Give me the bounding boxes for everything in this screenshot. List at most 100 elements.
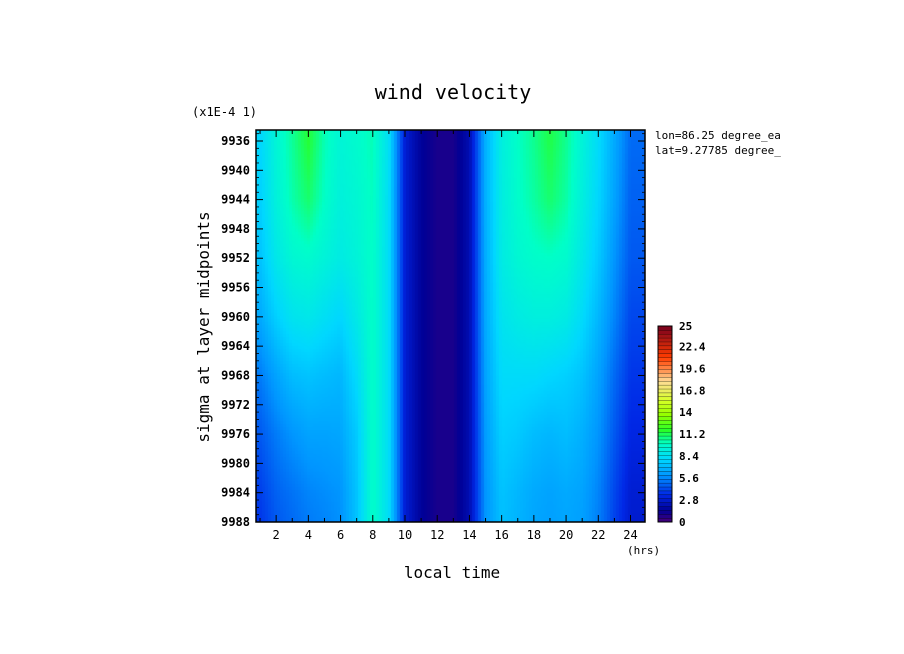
colorbar-band <box>657 498 673 503</box>
colorbar-band <box>657 388 673 394</box>
x-tick-label: 14 <box>462 528 476 542</box>
x-tick-label: 2 <box>273 528 280 542</box>
y-tick-label: 9988 <box>221 515 250 529</box>
y-tick-label: 9960 <box>221 310 250 324</box>
x-tick-label: 12 <box>430 528 444 542</box>
colorbar-band <box>657 470 673 476</box>
colorbar-band <box>657 490 673 496</box>
y-tick-label: 9956 <box>221 281 250 295</box>
x-tick-label: 10 <box>398 528 412 542</box>
colorbar-band <box>657 384 673 390</box>
plot-frame <box>255 129 646 523</box>
y-axis: 9936 9940 9944 9948 9952 9956 9960 9964 9968 9972… <box>221 133 645 529</box>
y-tick-label: 9980 <box>221 456 250 470</box>
colorbar-band <box>657 478 673 484</box>
heatmap-field <box>256 130 645 522</box>
colorbar-tick-label: 14 <box>679 406 693 419</box>
colorbar-band <box>657 337 673 343</box>
colorbar-band <box>657 427 673 433</box>
colorbar-band <box>657 463 673 468</box>
y-tick-label: 9984 <box>221 486 250 500</box>
x-tick-label: 24 <box>623 528 637 542</box>
colorbar: 0 2.8 5.6 8.4 11.2 14 16.8 19.6 22.4 25 <box>657 320 706 529</box>
colorbar-band <box>657 392 673 398</box>
chart-title: wind velocity <box>375 80 532 104</box>
y-tick-label: 9936 <box>221 134 250 148</box>
y-tick-label: 9940 <box>221 163 250 177</box>
colorbar-tick-label: 25 <box>679 320 692 333</box>
x-axis: 2 4 6 8 10 12 14 16 18 20 22 24 <box>259 130 638 542</box>
x-axis-unit: (hrs) <box>627 544 660 557</box>
y-tick-label: 9944 <box>221 193 250 207</box>
colorbar-band <box>657 506 673 511</box>
colorbar-band <box>657 345 673 350</box>
colorbar-band <box>657 325 673 331</box>
colorbar-tick-label: 0 <box>679 516 686 529</box>
scale-note: (x1E-4 1) <box>192 105 257 119</box>
y-tick-label: 9976 <box>221 427 250 441</box>
colorbar-band <box>657 447 673 452</box>
x-tick-label: 18 <box>527 528 541 542</box>
colorbar-band <box>657 412 673 417</box>
colorbar-band <box>657 353 673 358</box>
colorbar-band <box>657 365 673 370</box>
colorbar-band <box>657 372 673 378</box>
colorbar-tick-label: 11.2 <box>679 428 706 441</box>
colorbar-band <box>657 396 673 401</box>
colorbar-tick-label: 16.8 <box>679 384 706 397</box>
colorbar-band <box>657 435 673 441</box>
colorbar-band <box>657 510 673 515</box>
x-tick-label: 16 <box>494 528 508 542</box>
colorbar-band <box>657 474 673 480</box>
colorbar-band <box>657 349 673 354</box>
colorbar-band <box>657 329 673 335</box>
y-axis-label: sigma at layer midpoints <box>194 211 213 442</box>
colorbar-band <box>657 333 673 339</box>
colorbar-band <box>657 400 673 405</box>
colorbar-band <box>657 482 673 488</box>
annotation-lon: lon=86.25 degree_ea <box>655 129 781 142</box>
colorbar-tick-label: 2.8 <box>679 494 699 507</box>
y-tick-label: 9952 <box>221 251 250 265</box>
colorbar-band <box>657 455 673 460</box>
colorbar-band <box>657 408 673 413</box>
x-axis-label: local time <box>404 563 500 582</box>
colorbar-band <box>657 423 673 429</box>
x-tick-label: 4 <box>305 528 312 542</box>
x-tick-label: 20 <box>559 528 573 542</box>
colorbar-band <box>657 443 673 448</box>
x-tick-label: 8 <box>369 528 376 542</box>
x-tick-label: 6 <box>337 528 344 542</box>
colorbar-band <box>657 486 673 492</box>
colorbar-band <box>657 361 673 366</box>
y-tick-label: 9968 <box>221 368 250 382</box>
colorbar-tick-label: 22.4 <box>679 340 706 353</box>
colorbar-band <box>657 368 673 374</box>
colorbar-band <box>657 451 673 456</box>
colorbar-band <box>657 466 673 472</box>
y-tick-label: 9972 <box>221 398 250 412</box>
y-tick-label: 9964 <box>221 339 250 353</box>
colorbar-tick-label: 19.6 <box>679 362 706 375</box>
colorbar-band <box>657 502 673 507</box>
colorbar-band <box>657 341 673 347</box>
colorbar-band <box>657 419 673 425</box>
colorbar-band <box>657 439 673 445</box>
colorbar-band <box>657 404 673 409</box>
heatmap-raster <box>256 130 645 522</box>
colorbar-band <box>657 514 673 519</box>
colorbar-band <box>657 357 673 362</box>
colorbar-frame <box>657 325 673 523</box>
colorbar-band <box>657 431 673 437</box>
y-tick-label: 9948 <box>221 222 250 236</box>
colorbar-band <box>657 376 673 382</box>
colorbar-tick-label: 5.6 <box>679 472 699 485</box>
annotation-lat: lat=9.27785 degree_ <box>655 144 781 157</box>
colorbar-tick-label: 8.4 <box>679 450 699 463</box>
colorbar-band <box>657 494 673 499</box>
colorbar-band <box>657 459 673 464</box>
colorbar-band <box>657 416 673 421</box>
colorbar-band <box>657 380 673 386</box>
x-tick-label: 22 <box>591 528 605 542</box>
